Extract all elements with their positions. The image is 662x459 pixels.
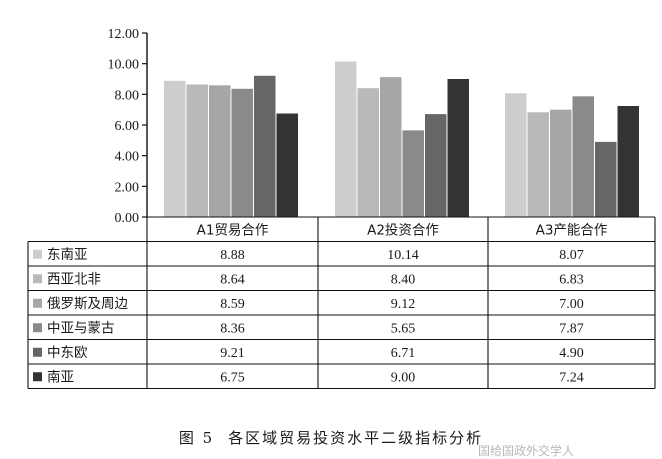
legend-swatch <box>33 372 42 382</box>
bar-1-1 <box>164 80 186 217</box>
legend-label: 东南亚 <box>47 247 88 263</box>
data-label: 9.12 <box>391 297 416 312</box>
data-label: 6.75 <box>220 370 245 385</box>
data-label: 6.71 <box>391 346 416 361</box>
bar-2-2 <box>357 88 379 217</box>
legend-swatch <box>33 347 42 357</box>
figure-title: 各区域贸易投资水平二级指标分析 <box>228 429 484 447</box>
column-header: A2投资合作 <box>367 222 439 238</box>
bar-2-1 <box>335 61 357 217</box>
bar-1-2 <box>186 84 208 218</box>
y-axis: 0.00 2.00 4.00 6.00 8.00 10.00 12.00 <box>108 27 148 226</box>
data-label: 8.40 <box>391 272 416 287</box>
y-tick-label: 10.00 <box>108 58 140 73</box>
bar-1-3 <box>209 85 231 217</box>
data-label: 9.00 <box>391 370 416 385</box>
bar-2-6 <box>447 79 469 217</box>
figure-number: 图 5 <box>178 429 215 447</box>
legend-label: 西亚北非 <box>47 271 101 287</box>
legend-swatch <box>33 323 42 333</box>
chart-figure: 0.00 2.00 4.00 6.00 8.00 10.00 12.00 A1贸易合作 A2投… <box>27 27 656 390</box>
bar-2-3 <box>380 77 402 217</box>
bar-3-2 <box>527 112 549 217</box>
data-label: 5.65 <box>391 321 416 336</box>
y-tick-label: 8.00 <box>115 88 140 103</box>
bar-3-5 <box>595 141 617 217</box>
data-label: 10.14 <box>387 248 419 263</box>
legend-swatch <box>33 249 42 259</box>
y-tick-label: 0.00 <box>115 211 140 226</box>
column-header: A3产能合作 <box>536 222 608 238</box>
bar-1-6 <box>276 113 298 217</box>
data-label: 7.87 <box>559 321 584 336</box>
column-header: A1贸易合作 <box>197 222 269 238</box>
legend-label: 南亚 <box>47 369 74 385</box>
bars-layer <box>164 61 639 218</box>
y-tick-label: 6.00 <box>115 119 140 134</box>
bar-2-4 <box>402 130 424 217</box>
data-label: 8.07 <box>559 248 584 263</box>
data-label: 4.90 <box>559 346 584 361</box>
data-label: 6.83 <box>559 272 584 287</box>
bar-3-4 <box>572 96 594 217</box>
legend-swatch <box>33 298 42 308</box>
data-label: 8.36 <box>220 321 245 336</box>
data-label: 8.59 <box>220 297 245 312</box>
bar-2-5 <box>425 114 447 217</box>
bar-3-6 <box>617 105 639 217</box>
data-label: 7.00 <box>559 297 584 312</box>
y-tick-label: 4.00 <box>115 150 140 165</box>
bar-1-5 <box>254 75 276 217</box>
y-tick-label: 2.00 <box>115 180 140 195</box>
y-tick-label: 12.00 <box>108 27 140 42</box>
bar-3-3 <box>550 109 572 217</box>
bar-3-1 <box>505 93 527 217</box>
legend-label: 中东欧 <box>47 345 88 361</box>
data-label: 9.21 <box>220 346 245 361</box>
data-label: 8.88 <box>220 248 245 263</box>
data-label: 8.64 <box>220 272 245 287</box>
bar-1-4 <box>231 88 253 218</box>
legend-label: 中亚与蒙古 <box>47 320 115 336</box>
legend-label: 俄罗斯及周边 <box>47 296 128 312</box>
figure-caption: 图 5 各区域贸易投资水平二级指标分析 <box>0 427 662 448</box>
data-label: 7.24 <box>559 370 584 385</box>
watermark-text: 国给国政外交学人 <box>478 444 575 458</box>
legend-swatch <box>33 274 42 284</box>
